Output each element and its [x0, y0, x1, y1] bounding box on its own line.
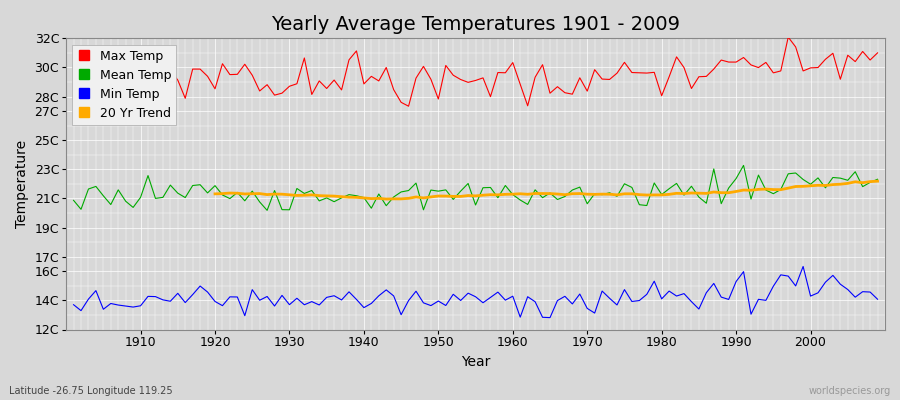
Text: worldspecies.org: worldspecies.org — [809, 386, 891, 396]
X-axis label: Year: Year — [461, 355, 491, 369]
Text: Latitude -26.75 Longitude 119.25: Latitude -26.75 Longitude 119.25 — [9, 386, 173, 396]
Legend: Max Temp, Mean Temp, Min Temp, 20 Yr Trend: Max Temp, Mean Temp, Min Temp, 20 Yr Tre… — [72, 44, 176, 125]
Y-axis label: Temperature: Temperature — [15, 140, 29, 228]
Title: Yearly Average Temperatures 1901 - 2009: Yearly Average Temperatures 1901 - 2009 — [271, 15, 680, 34]
